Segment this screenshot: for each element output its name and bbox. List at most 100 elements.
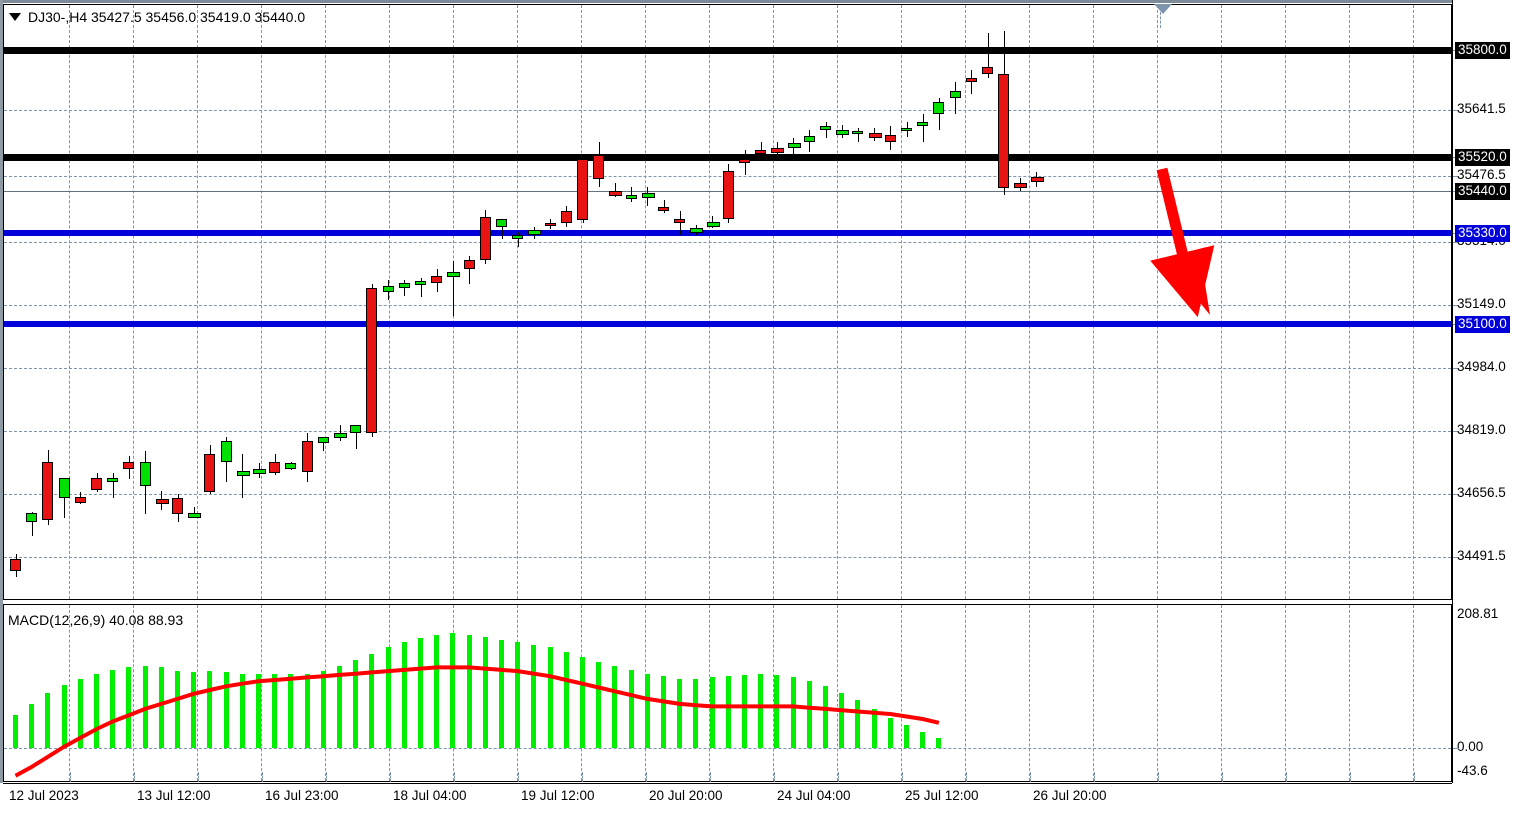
macd-histogram-bar: [434, 634, 440, 748]
axis-tick-mark: [1453, 557, 1459, 558]
macd-plot-area[interactable]: [4, 605, 1451, 781]
candle-body-bullish[interactable]: [220, 441, 232, 462]
candle-body-bearish[interactable]: [560, 211, 572, 224]
price-axis-label: 34656.5: [1457, 485, 1506, 500]
time-gridline: [197, 5, 198, 599]
candle-body-bearish[interactable]: [269, 461, 281, 473]
candle-body-bearish[interactable]: [609, 190, 623, 196]
candle-body-bullish[interactable]: [415, 281, 426, 286]
candle-body-bearish[interactable]: [1030, 177, 1044, 183]
candle-body-bearish[interactable]: [155, 498, 169, 504]
time-gridline: [1093, 5, 1094, 599]
price-level-tag[interactable]: 35100.0: [1455, 316, 1510, 333]
resistance-35800[interactable]: [4, 47, 1451, 54]
candle-body-bullish[interactable]: [496, 219, 507, 228]
candle-body-bearish[interactable]: [172, 497, 183, 515]
down-arrow-annotation[interactable]: [1124, 145, 1264, 335]
time-gridline: [581, 5, 582, 599]
candle-body-bearish[interactable]: [544, 223, 556, 227]
candle-body-bullish[interactable]: [706, 222, 720, 228]
candle-body-bullish[interactable]: [107, 477, 119, 482]
candle-body-bullish[interactable]: [236, 470, 250, 476]
price-level-tag[interactable]: 35520.0: [1455, 149, 1510, 166]
candle-body-bearish[interactable]: [755, 150, 767, 154]
candle-body-bullish[interactable]: [528, 229, 542, 235]
candle-body-bearish[interactable]: [431, 275, 443, 283]
candle-body-bearish[interactable]: [42, 461, 54, 521]
candle-body-bullish[interactable]: [334, 432, 347, 438]
price-pane[interactable]: [3, 4, 1452, 600]
candle-body-bearish[interactable]: [658, 207, 669, 212]
candle-body-bearish[interactable]: [674, 219, 686, 224]
candle-body-bearish[interactable]: [463, 259, 475, 270]
candle-body-bearish[interactable]: [479, 217, 491, 260]
candle-body-bullish[interactable]: [820, 126, 831, 131]
candle-body-bullish[interactable]: [317, 437, 329, 444]
candle-body-bullish[interactable]: [512, 235, 524, 240]
candle-body-bullish[interactable]: [690, 228, 704, 234]
price-plot-area[interactable]: [4, 5, 1451, 599]
resistance-35520[interactable]: [4, 154, 1451, 161]
candle-body-bullish[interactable]: [933, 101, 945, 115]
candle-body-bullish[interactable]: [285, 463, 297, 469]
candle-body-bearish[interactable]: [91, 477, 102, 490]
candle-body-bullish[interactable]: [139, 461, 151, 486]
candle-body-bullish[interactable]: [382, 286, 394, 292]
candle-body-bullish[interactable]: [26, 512, 38, 523]
candle-body-bearish[interactable]: [10, 558, 21, 571]
candle-body-bullish[interactable]: [917, 122, 929, 127]
price-level-tag[interactable]: 35330.0: [1455, 225, 1510, 242]
candle-body-bullish[interactable]: [901, 127, 912, 132]
candle-body-bearish[interactable]: [593, 154, 605, 179]
candle-body-bullish[interactable]: [58, 477, 70, 498]
candle-body-bullish[interactable]: [949, 91, 961, 98]
candle-body-bearish[interactable]: [982, 67, 993, 74]
price-gridline: [4, 431, 1451, 432]
time-axis-label: 20 Jul 20:00: [649, 788, 723, 803]
macd-histogram-bar: [628, 669, 634, 748]
price-level-tag[interactable]: 35800.0: [1455, 42, 1510, 59]
candle-body-bearish[interactable]: [771, 148, 785, 154]
time-axis-tick-mark: [390, 772, 391, 782]
candle-wick: [453, 261, 454, 317]
candle-body-bearish[interactable]: [74, 497, 86, 503]
macd-axis-label: 0.00: [1457, 739, 1484, 754]
candle-body-bearish[interactable]: [577, 158, 588, 220]
support-35330[interactable]: [4, 230, 1451, 236]
candle-body-bullish[interactable]: [398, 283, 410, 288]
macd-pane[interactable]: [3, 604, 1452, 782]
price-axis-label: 35149.0: [1457, 296, 1506, 311]
time-gridline: [1413, 5, 1414, 599]
candle-body-bullish[interactable]: [350, 425, 362, 434]
macd-histogram-bar: [418, 638, 423, 748]
support-35100[interactable]: [4, 321, 1451, 327]
candle-body-bearish[interactable]: [123, 461, 135, 469]
candle-body-bearish[interactable]: [722, 170, 734, 220]
symbol-header[interactable]: DJ30-,H4 35427.5 35456.0 35419.0 35440.0: [9, 9, 305, 25]
candle-body-bearish[interactable]: [366, 287, 378, 434]
candle-body-bullish[interactable]: [625, 194, 637, 199]
candle-body-bullish[interactable]: [188, 512, 202, 518]
triangle-down-icon[interactable]: [9, 13, 21, 21]
candle-body-bearish[interactable]: [1014, 182, 1028, 188]
price-scale[interactable]: 35800.035641.535520.035476.535440.035314…: [1453, 0, 1526, 813]
time-scale[interactable]: 12 Jul 2023 13 Jul 12:00 16 Jul 23:00 18 Ju…: [0, 772, 1453, 813]
candle-body-bearish[interactable]: [965, 77, 977, 82]
macd-histogram-bar: [223, 672, 229, 748]
candle-body-bullish[interactable]: [787, 143, 801, 149]
candle-body-bearish[interactable]: [868, 133, 882, 139]
candle-body-bullish[interactable]: [836, 130, 850, 136]
candle-body-bullish[interactable]: [803, 135, 815, 143]
candle-body-bearish[interactable]: [301, 441, 313, 473]
candle-body-bullish[interactable]: [852, 131, 864, 135]
candle-body-bullish[interactable]: [641, 193, 655, 199]
price-level-tag[interactable]: 35440.0: [1455, 183, 1510, 200]
candle-body-bearish[interactable]: [884, 135, 896, 143]
macd-histogram-bar: [61, 685, 67, 748]
candle-body-bullish[interactable]: [447, 271, 461, 277]
macd-histogram-bar: [887, 717, 893, 748]
candle-body-bearish[interactable]: [204, 453, 216, 493]
candle-body-bullish[interactable]: [253, 468, 266, 474]
candle-body-bearish[interactable]: [739, 158, 750, 163]
candle-body-bearish[interactable]: [998, 73, 1010, 189]
